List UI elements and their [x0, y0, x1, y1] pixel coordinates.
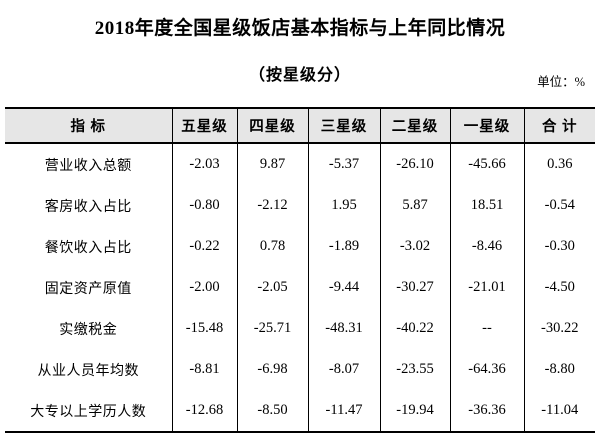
cell-value: 18.51 [449, 185, 524, 226]
row-label: 客房收入占比 [44, 199, 132, 215]
cell-value: -0.54 [523, 185, 595, 226]
star-hotels-indicator-table: 指 标 五星级 四星级 三星级 二星级 一星级 合 计 营业收入总额 -2.03… [5, 107, 595, 433]
table-row: 固定资产原值 -2.00 -2.05 -9.44 -30.27 -21.01 -… [5, 267, 595, 308]
cell-value: -12.68 [171, 390, 237, 432]
row-label: 大专以上学历人数 [30, 404, 147, 420]
column-header-two-star: 二星级 [379, 108, 450, 144]
unit-label: 单位：% [537, 75, 585, 89]
cell-value: -26.10 [379, 143, 450, 185]
cell-value: -48.31 [307, 308, 380, 349]
row-label: 餐饮收入占比 [44, 240, 132, 256]
cell-value: -8.81 [171, 349, 237, 390]
cell-value: -8.46 [449, 226, 524, 267]
cell-value: -2.05 [236, 267, 308, 308]
cell-value: -1.89 [307, 226, 380, 267]
table-row: 实缴税金 -15.48 -25.71 -48.31 -40.22 -- -30.… [5, 308, 595, 349]
subtitle-row: （按星级分） 单位：% [0, 63, 600, 89]
column-header-three-star: 三星级 [307, 108, 380, 144]
page-subtitle: （按星级分） [248, 67, 351, 84]
cell-value: -2.00 [171, 267, 237, 308]
cell-value: -0.80 [171, 185, 237, 226]
cell-value: 5.87 [379, 185, 450, 226]
cell-value: -40.22 [379, 308, 450, 349]
cell-value: -3.02 [379, 226, 450, 267]
cell-value: 0.36 [523, 143, 595, 185]
column-header-one-star: 一星级 [449, 108, 524, 144]
column-header-total: 合 计 [523, 108, 595, 144]
row-label: 从业人员年均数 [37, 363, 139, 379]
table-row: 营业收入总额 -2.03 9.87 -5.37 -26.10 -45.66 0.… [5, 143, 595, 185]
page-title: 2018年度全国星级饭店基本指标与上年同比情况 [94, 18, 506, 39]
cell-value: -0.30 [523, 226, 595, 267]
cell-value: -21.01 [449, 267, 524, 308]
cell-value: -23.55 [379, 349, 450, 390]
cell-value: -4.50 [523, 267, 595, 308]
table-row: 餐饮收入占比 -0.22 0.78 -1.89 -3.02 -8.46 -0.3… [5, 226, 595, 267]
column-header-four-star: 四星级 [236, 108, 308, 144]
cell-value: -0.22 [171, 226, 237, 267]
table-row: 大专以上学历人数 -12.68 -8.50 -11.47 -19.94 -36.… [5, 390, 595, 432]
cell-value: -9.44 [307, 267, 380, 308]
cell-value: -19.94 [379, 390, 450, 432]
cell-value: -30.22 [523, 308, 595, 349]
cell-value: -36.36 [449, 390, 524, 432]
cell-value: -30.27 [379, 267, 450, 308]
cell-value: -5.37 [307, 143, 380, 185]
cell-value: -11.47 [307, 390, 380, 432]
cell-value: -8.07 [307, 349, 380, 390]
cell-value: 9.87 [236, 143, 308, 185]
cell-value: -- [449, 308, 524, 349]
cell-value: -2.03 [171, 143, 237, 185]
row-label: 营业收入总额 [44, 158, 132, 174]
cell-value: -11.04 [523, 390, 595, 432]
cell-value: 0.78 [236, 226, 308, 267]
column-header-five-star: 五星级 [171, 108, 237, 144]
row-label: 固定资产原值 [44, 281, 132, 297]
header-row: 指 标 五星级 四星级 三星级 二星级 一星级 合 计 [5, 108, 595, 144]
cell-value: -8.80 [523, 349, 595, 390]
cell-value: -8.50 [236, 390, 308, 432]
row-label: 实缴税金 [59, 322, 118, 338]
cell-value: -25.71 [236, 308, 308, 349]
cell-value: -64.36 [449, 349, 524, 390]
table-header: 指 标 五星级 四星级 三星级 二星级 一星级 合 计 [5, 108, 595, 144]
cell-value: -15.48 [171, 308, 237, 349]
table-row: 从业人员年均数 -8.81 -6.98 -8.07 -23.55 -64.36 … [5, 349, 595, 390]
table-body: 营业收入总额 -2.03 9.87 -5.37 -26.10 -45.66 0.… [5, 143, 595, 432]
cell-value: -2.12 [236, 185, 308, 226]
column-header-indicator: 指 标 [5, 108, 172, 144]
cell-value: -6.98 [236, 349, 308, 390]
cell-value: 1.95 [307, 185, 380, 226]
cell-value: -45.66 [449, 143, 524, 185]
table-row: 客房收入占比 -0.80 -2.12 1.95 5.87 18.51 -0.54 [5, 185, 595, 226]
